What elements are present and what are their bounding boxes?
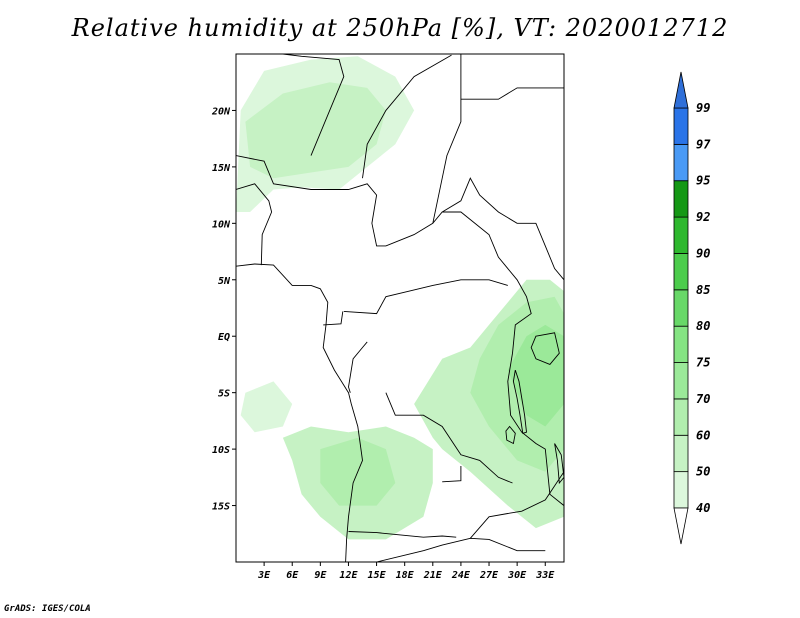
country-border <box>442 466 462 483</box>
colorbar-label: 85 <box>696 283 710 297</box>
country-border <box>348 341 368 393</box>
colorbar-label: 75 <box>696 356 710 370</box>
colorbar-bin <box>673 253 689 291</box>
grads-credit: GrADS: IGES/COLA <box>4 604 91 614</box>
colorbar-under-arrow <box>673 507 689 545</box>
country-border <box>348 531 457 538</box>
colorbar: 40 50 60 70 75 80 85 90 92 95 97 99 <box>673 71 711 545</box>
humidity-fill-layer <box>236 56 564 540</box>
country-border <box>376 537 546 562</box>
country-border <box>385 392 513 484</box>
country-border <box>460 87 564 100</box>
colorbar-label: 99 <box>696 101 710 115</box>
country-border-layer <box>236 54 564 562</box>
lon-tick-label: 6E <box>286 570 299 581</box>
lon-tick-label: 30E <box>507 570 527 581</box>
country-border <box>236 263 363 562</box>
colorbar-label: 40 <box>696 501 710 515</box>
colorbar-bin <box>673 180 689 218</box>
colorbar-bin <box>673 325 689 363</box>
country-border <box>236 183 273 266</box>
lat-tick-label: 15S <box>212 502 230 513</box>
lon-tick-label: 12E <box>339 570 358 581</box>
lon-tick-label: 27E <box>479 570 499 581</box>
lat-tick-label: 10N <box>212 219 231 230</box>
colorbar-bin <box>673 434 689 473</box>
colorbar-label: 70 <box>696 392 710 406</box>
lon-tick-label: 15E <box>368 570 387 581</box>
colorbar-over-arrow <box>673 71 689 109</box>
colorbar-bin <box>673 107 689 145</box>
lat-tick-label: 5N <box>218 276 231 287</box>
longitude-axis: 3E 6E 9E 12E 15E 18E 21E 24E 27E 30E 33E <box>257 562 555 581</box>
lat-tick-label: 20N <box>211 106 231 117</box>
country-border <box>441 177 564 281</box>
humidity-region-50 <box>240 381 293 433</box>
colorbar-label: 90 <box>696 246 710 260</box>
colorbar-label: 80 <box>696 319 710 333</box>
lat-tick-label: 10S <box>212 445 230 456</box>
country-border <box>362 54 452 179</box>
colorbar-label: 50 <box>696 465 710 479</box>
colorbar-bin <box>673 471 689 509</box>
lake-outline <box>512 369 527 434</box>
colorbar-bin <box>673 289 689 327</box>
latitude-axis: 20N 15N 10N 5N EQ 5S 10S 15S <box>211 106 236 513</box>
lon-tick-label: 24E <box>451 570 471 581</box>
lake-outline <box>505 425 516 445</box>
colorbar-label: 97 <box>696 137 711 151</box>
country-border <box>282 54 345 156</box>
lon-tick-label: 3E <box>257 570 271 581</box>
colorbar-bin <box>673 216 689 254</box>
colorbar-label: 95 <box>696 174 710 188</box>
lat-tick-label: 15N <box>212 163 231 174</box>
colorbar-bin <box>673 362 689 400</box>
country-border <box>323 311 344 326</box>
colorbar-label: 92 <box>696 210 710 224</box>
colorbar-bin <box>673 398 689 436</box>
country-border <box>469 471 564 539</box>
lon-tick-label: 33E <box>535 570 555 581</box>
lon-tick-label: 18E <box>396 570 415 581</box>
lake-outline <box>530 332 560 365</box>
lake-layer <box>505 332 564 485</box>
country-border <box>432 54 462 224</box>
lon-tick-label: 21E <box>423 570 443 581</box>
lat-tick-label: EQ <box>218 332 230 343</box>
colorbar-label: 60 <box>696 428 710 442</box>
map-frame <box>235 53 565 563</box>
humidity-region-60 <box>245 82 386 179</box>
lake-outline <box>554 443 564 485</box>
colorbar-bin <box>673 143 689 182</box>
lon-tick-label: 9E <box>314 570 327 581</box>
country-border <box>236 155 564 529</box>
chart-title: Relative humidity at 250hPa [%], VT: 202… <box>71 14 729 42</box>
lat-tick-label: 5S <box>218 389 230 400</box>
country-border <box>343 279 508 315</box>
